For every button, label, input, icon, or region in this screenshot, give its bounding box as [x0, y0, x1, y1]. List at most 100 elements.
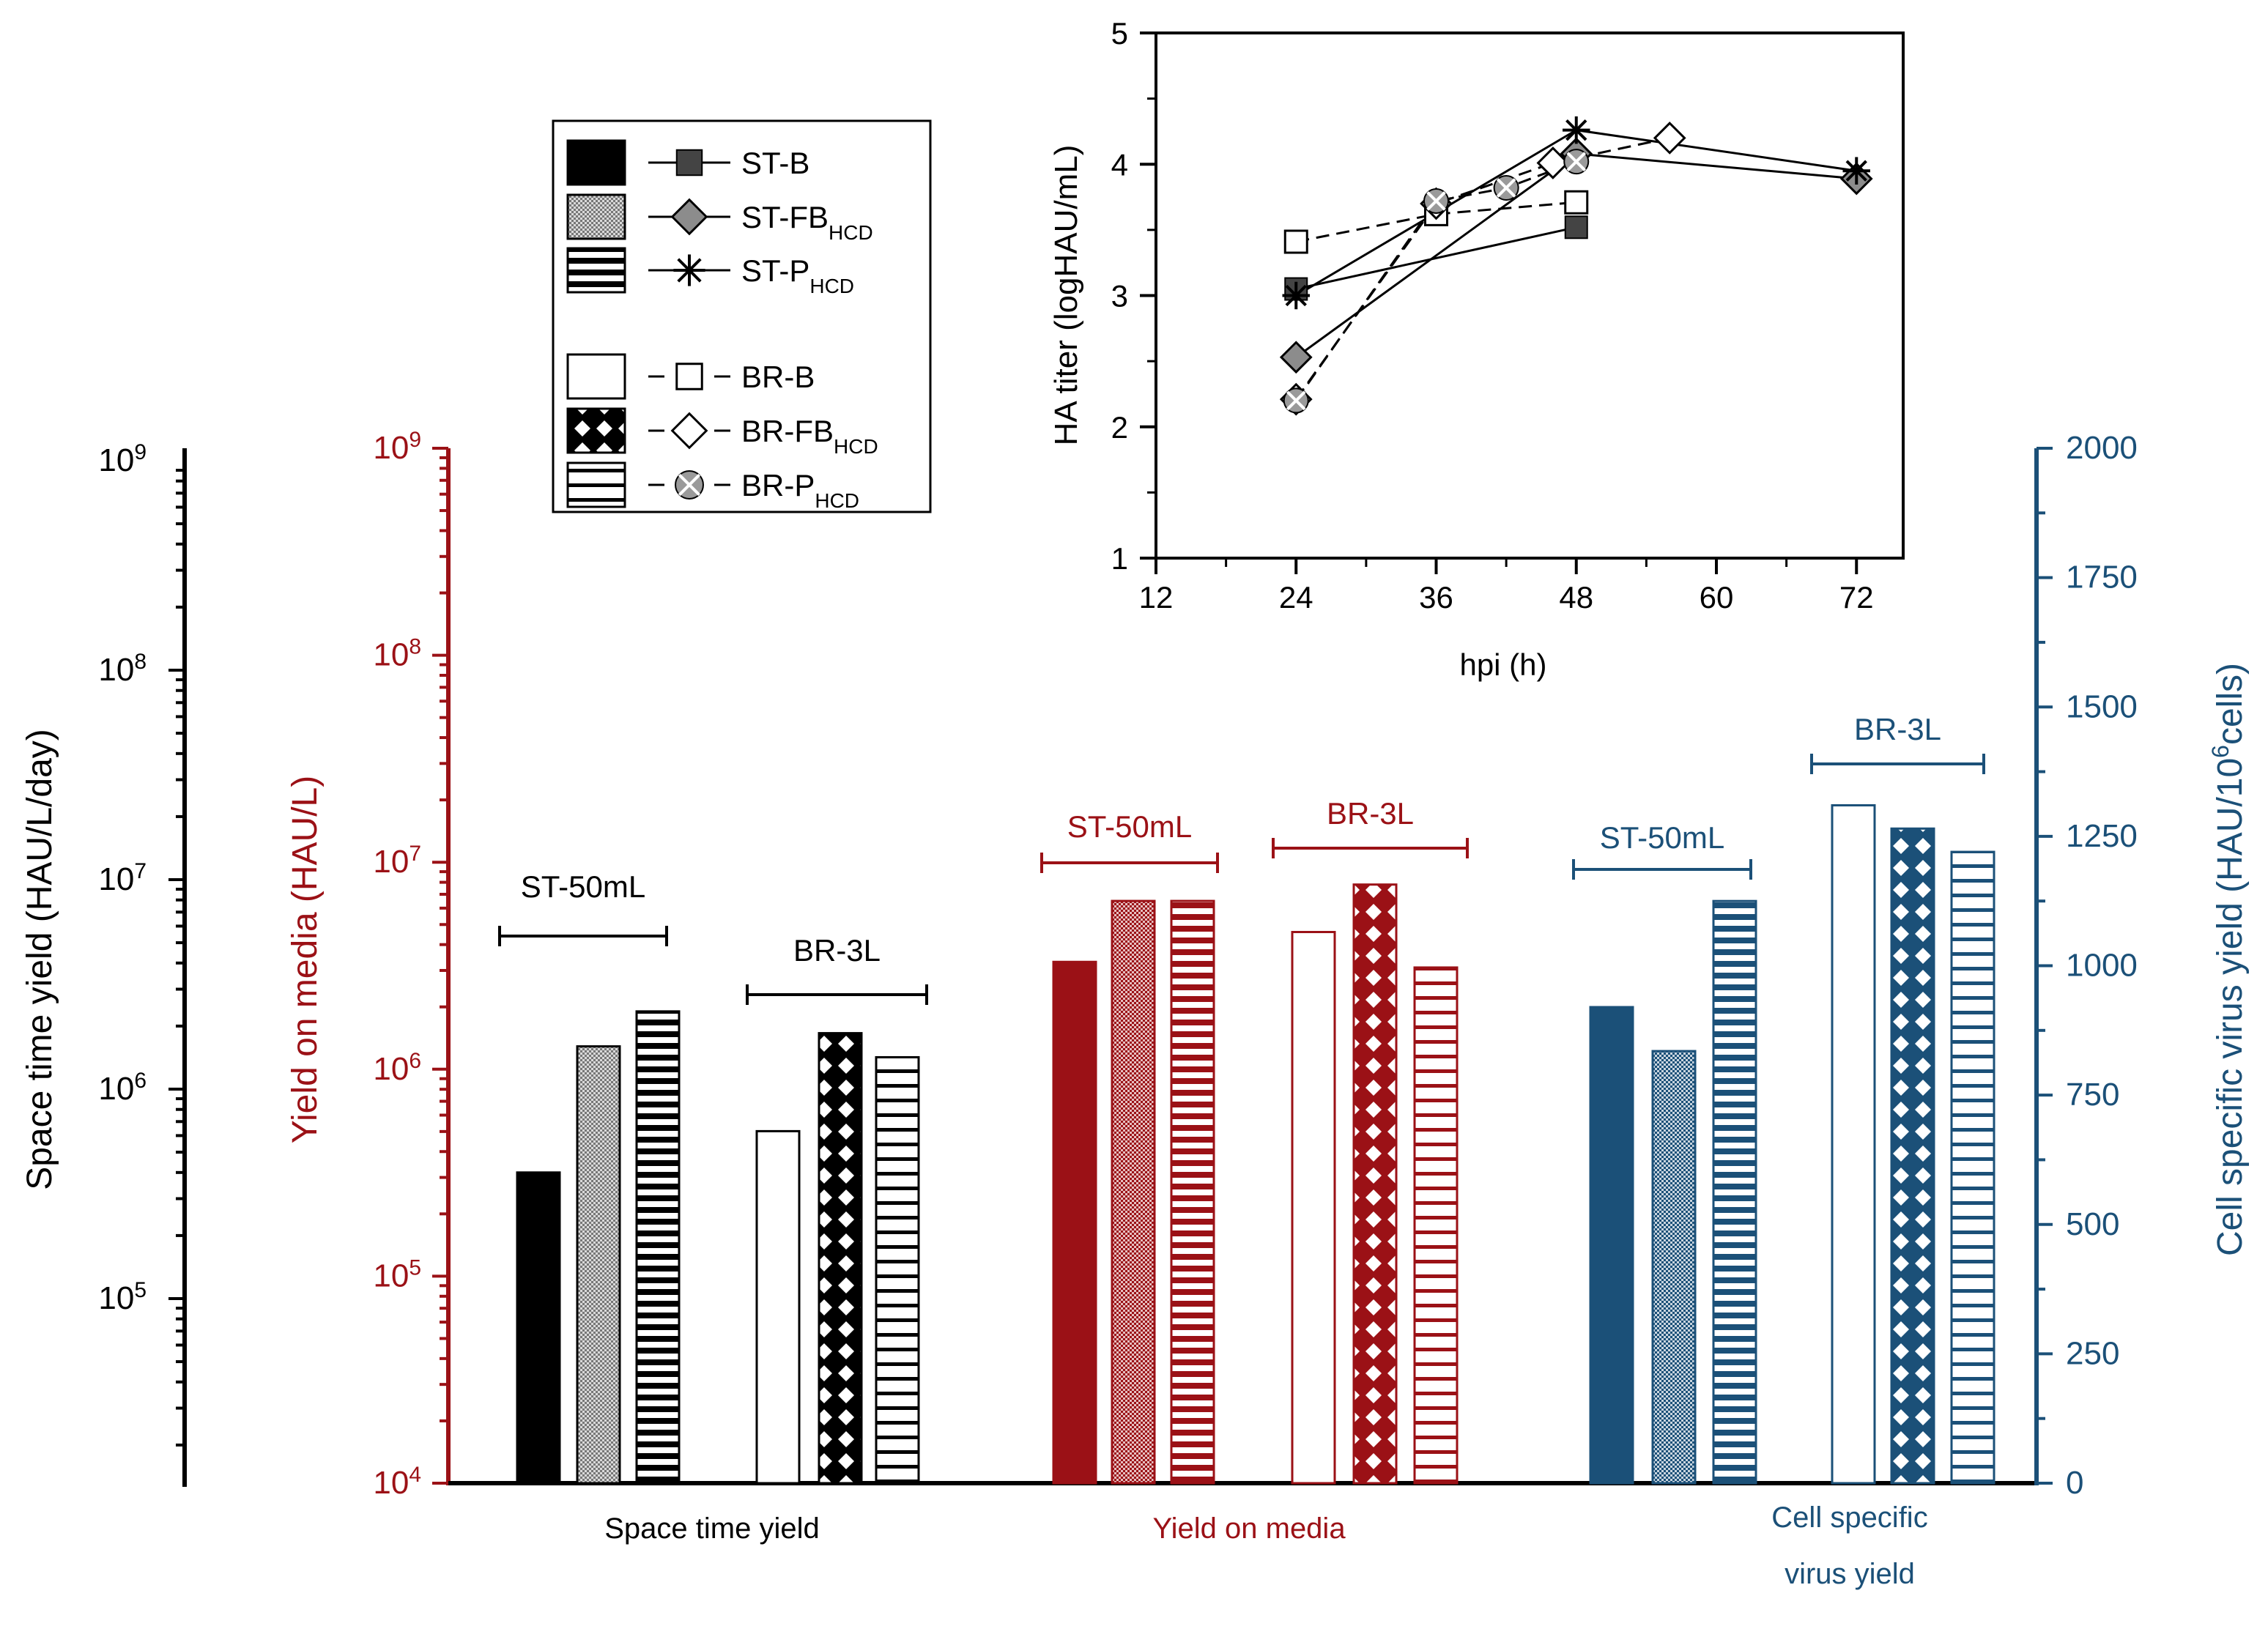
blue-axis-tick-label: 1500 [2066, 688, 2138, 724]
inset-y-tick-label: 1 [1111, 541, 1128, 576]
inset-y-tick-label: 2 [1111, 410, 1128, 445]
yield-media-bar-BR-FB_HCD [1352, 883, 1398, 1485]
inset-y-axis-title: HA titer (logHAU/mL) [1048, 145, 1084, 446]
legend-marker-br-p [675, 470, 704, 500]
legend-marker-st-p [673, 254, 705, 286]
red-axis-title: Yield on media (HAU/L) [286, 776, 325, 1143]
inset-series-line-br-b [1295, 201, 1576, 243]
left-axis-tick-label: 106 [98, 1069, 147, 1107]
inset-series-line-st-b [1295, 226, 1577, 291]
group-label-virus-yield: virus yield [1785, 1558, 1915, 1590]
blue-axis-title: Cell specific virus yield (HAU/106cells) [2207, 663, 2250, 1256]
inset-x-tick-label: 24 [1279, 580, 1313, 615]
blue-axis-tick-label: 0 [2066, 1465, 2083, 1501]
legend-label: ST-PHCD [741, 253, 854, 297]
marker-cross [1286, 390, 1306, 411]
inset-point-br-p-hcd [1423, 188, 1449, 214]
blue-axis-tick-label: 1250 [2066, 818, 2138, 854]
legend-label: BR-B [741, 360, 815, 394]
inset-y-tick-label: 4 [1111, 147, 1128, 182]
legend-swatch-st-b [566, 139, 626, 186]
space-time-bar-ST-P_HCD [635, 1010, 681, 1485]
yield-media-bar-ST-B [1052, 960, 1097, 1485]
blue-axis-tick-label: 500 [2066, 1206, 2119, 1242]
diamond-marker [1279, 341, 1313, 374]
legend-swatch-br-p [566, 461, 626, 508]
legend-swatch-st-fb [566, 193, 626, 240]
bracket-br-space-time-label: BR-3L [793, 933, 881, 968]
bracket-st-space-time-label: ST-50mL [521, 869, 645, 904]
red-axis-tick-label: 108 [373, 634, 421, 673]
left-axis-tick-label: 105 [98, 1278, 147, 1317]
cell-specific-bar-ST-FB_HCD [1651, 1050, 1697, 1485]
legend: ST-B ST-FBHCD ST-PHCD BR-B BR-FBHCD BR-PHCD [552, 119, 932, 513]
star-marker-stroke [1285, 284, 1307, 307]
bracket-st-yield-media-label: ST-50mL [1067, 809, 1192, 844]
inset-x-tick-label: 36 [1419, 580, 1453, 615]
inset-point-br-p-hcd [1283, 387, 1309, 414]
inset-point-st-fb-hcd [1279, 341, 1313, 374]
left-axis-tick-label: 108 [98, 650, 147, 688]
group-label-cell-specific: Cell specific [1771, 1501, 1927, 1534]
yield-media-bar-ST-FB_HCD [1111, 899, 1156, 1485]
square-marker [1564, 215, 1588, 240]
star-marker-stroke [1565, 119, 1587, 141]
diamond-marker [1653, 122, 1686, 155]
red-axis-tick-label: 105 [373, 1255, 421, 1294]
legend-swatch-br-fb [566, 407, 626, 454]
legend-marker-st-fb [670, 198, 708, 236]
marker-cross [1426, 191, 1446, 211]
space-time-bar-BR-B [755, 1129, 801, 1485]
legend-label: ST-B [741, 146, 809, 180]
inset-point-br-fb-hcd [1653, 122, 1686, 155]
marker-cross [1496, 178, 1516, 198]
cell-specific-bar-ST-B [1589, 1006, 1634, 1485]
cell-specific-bar-BR-P_HCD [1950, 850, 1995, 1485]
legend-label: BR-FBHCD [741, 414, 878, 458]
inset-point-br-fb-hcd [1536, 146, 1570, 179]
red-axis-tick-label: 109 [373, 428, 421, 467]
space-time-bar-ST-B [516, 1171, 561, 1485]
marker-cross [678, 473, 701, 497]
legend-swatch-st-p [566, 247, 626, 294]
diamond-marker [1536, 146, 1570, 179]
inset-y-tick-label: 3 [1111, 279, 1128, 313]
cell-specific-bar-BR-B [1831, 803, 1876, 1485]
bracket-st-cell-specific-label: ST-50mL [1600, 820, 1724, 855]
inset-x-tick-label: 60 [1700, 580, 1734, 615]
inset-series-line-br-p-hcd [1295, 160, 1577, 401]
inset-point-br-p-hcd [1493, 175, 1519, 201]
cell-specific-bar-ST-P_HCD [1712, 899, 1757, 1485]
left-axis-tick-label: 107 [98, 859, 147, 898]
blue-axis-tick-label: 750 [2066, 1077, 2119, 1113]
yield-media-bar-BR-B [1291, 931, 1336, 1485]
diamond-marker [670, 412, 708, 450]
legend-marker-br-fb [670, 412, 708, 450]
inset-point-br-b [1283, 229, 1308, 254]
inset-x-tick-label: 72 [1839, 580, 1874, 615]
blue-axis-tick-label: 1750 [2066, 560, 2138, 595]
inset-point-st-b [1564, 215, 1588, 240]
inset-series-line-st-fb-hcd [1295, 152, 1857, 358]
blue-axis-tick-label: 1000 [2066, 948, 2138, 984]
inset-y-tick-label: 5 [1111, 16, 1128, 51]
red-axis-tick-label: 107 [373, 842, 421, 880]
inset-point-st-p-hcd [1842, 157, 1870, 185]
inset-x-axis-title: hpi (h) [1459, 647, 1546, 682]
legend-swatch-br-b [566, 353, 626, 400]
diamond-marker [670, 198, 708, 236]
inset-point-br-b [1564, 190, 1589, 215]
star-marker-stroke [677, 258, 702, 283]
red-axis-tick-label: 106 [373, 1048, 421, 1087]
red-axis-tick-label: 104 [373, 1463, 421, 1501]
legend-marker-st-b [675, 149, 703, 177]
inset-x-tick-label: 12 [1139, 580, 1174, 615]
yield-media-bar-BR-P_HCD [1413, 966, 1459, 1485]
group-label-yield-on-media: Yield on media [1152, 1512, 1346, 1545]
marker-cross [1566, 152, 1587, 171]
inset-point-br-p-hcd [1563, 149, 1590, 175]
inset-series-line-br-fb-hcd [1295, 136, 1670, 400]
legend-marker-br-b [675, 363, 703, 390]
star-marker-stroke [1845, 160, 1867, 182]
